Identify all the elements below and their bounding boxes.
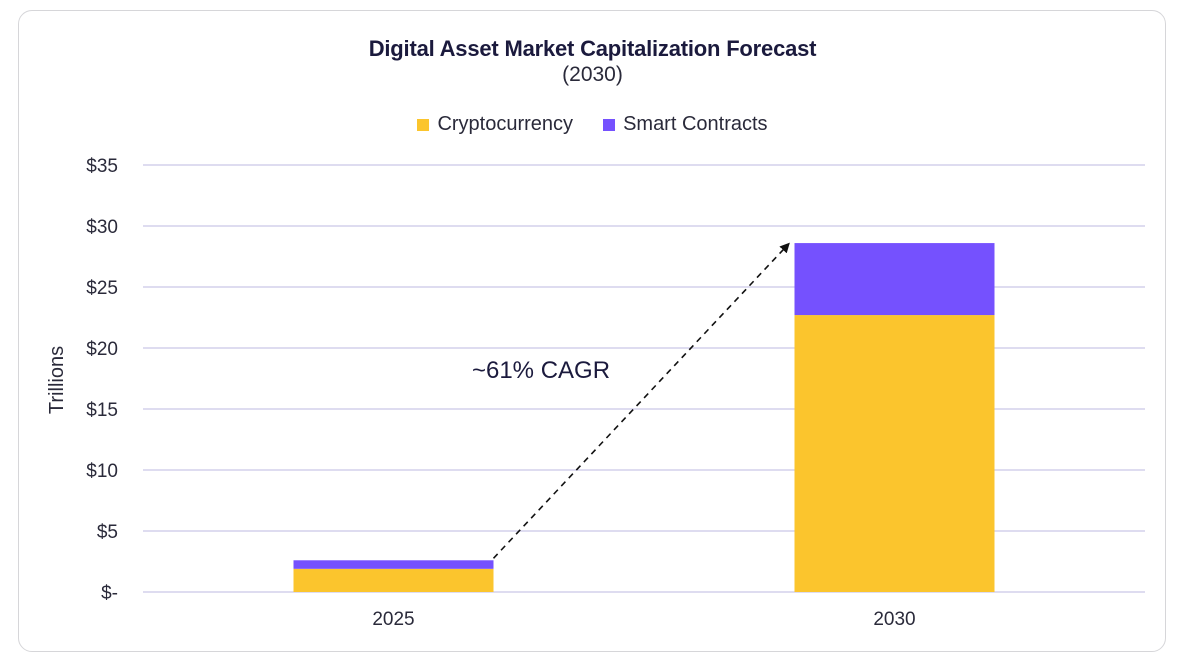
legend-item-cryptocurrency: Cryptocurrency — [417, 113, 573, 136]
legend-item-smart-contracts: Smart Contracts — [603, 113, 768, 136]
bar-smart-contracts-2030 — [794, 243, 995, 316]
bar-cryptocurrency-2030 — [794, 315, 995, 592]
legend-swatch-smart-contracts — [603, 118, 616, 131]
y-axis-label: Trillions — [46, 346, 68, 414]
y-tick-label: $- — [101, 583, 118, 604]
y-axis-ticks: $- $5 $10 $15 $20 $25 $30 $35 — [86, 156, 118, 604]
chart-title: Digital Asset Market Capitalization Fore… — [368, 36, 817, 61]
cagr-annotation: ~61% CAGR — [472, 357, 610, 384]
chart-subtitle: (2030) — [562, 63, 623, 86]
gridlines — [143, 164, 1145, 593]
legend: Cryptocurrency Smart Contracts — [0, 113, 1185, 136]
bar-smart-contracts-2025 — [293, 560, 494, 569]
bar-cryptocurrency-2025 — [293, 568, 494, 592]
y-tick-label: $35 — [86, 156, 118, 177]
x-tick-label: 2030 — [873, 609, 915, 630]
y-tick-label: $5 — [97, 522, 118, 543]
legend-swatch-cryptocurrency — [417, 118, 430, 131]
legend-label-cryptocurrency: Cryptocurrency — [437, 113, 574, 135]
legend-label-smart-contracts: Smart Contracts — [623, 113, 768, 135]
cagr-arrow — [492, 242, 790, 559]
y-tick-label: $10 — [86, 461, 118, 482]
x-tick-label: 2025 — [372, 609, 414, 630]
bars — [293, 243, 995, 592]
y-tick-label: $15 — [86, 400, 118, 421]
x-axis-ticks: 2025 2030 — [372, 609, 915, 630]
y-tick-label: $30 — [86, 217, 118, 238]
y-tick-label: $25 — [86, 278, 118, 299]
y-tick-label: $20 — [86, 339, 118, 360]
